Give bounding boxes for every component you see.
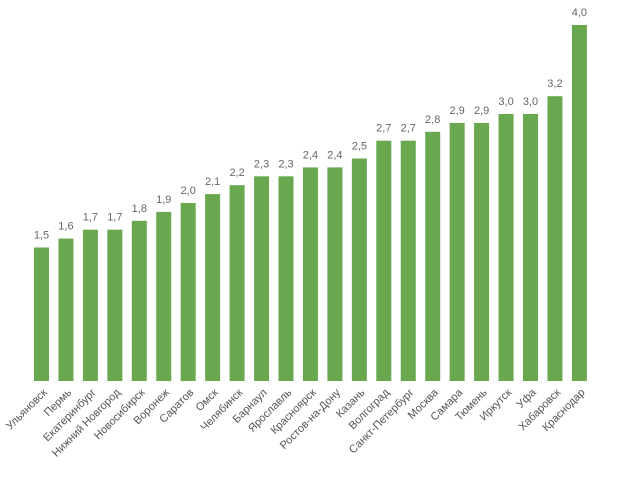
data-label: 3,0 [498, 96, 513, 108]
bar [425, 131, 441, 381]
bar [571, 25, 587, 381]
bar [376, 140, 392, 381]
bar [449, 122, 465, 382]
data-label: 2,3 [254, 158, 269, 170]
bar [547, 96, 563, 381]
bar [523, 114, 538, 381]
data-label: 2,4 [327, 149, 342, 161]
data-label: 2,8 [425, 114, 440, 126]
bar [278, 176, 294, 381]
data-label: 1,8 [132, 203, 147, 215]
data-label: 2,2 [229, 167, 244, 179]
data-label: 2,0 [181, 185, 196, 197]
data-label: 1,5 [34, 230, 49, 242]
bar [156, 211, 172, 381]
bar [131, 220, 147, 381]
data-label: 1,7 [83, 212, 98, 224]
data-label: 2,5 [352, 141, 367, 153]
data-label: 2,9 [474, 105, 489, 117]
data-label: 4,0 [572, 7, 587, 19]
bar [229, 185, 245, 381]
data-label: 1,6 [58, 221, 73, 233]
data-label: 2,4 [303, 149, 318, 161]
data-label: 3,0 [523, 96, 538, 108]
bar [107, 229, 123, 381]
bar [498, 114, 514, 381]
bar [82, 229, 98, 381]
data-label: 2,9 [450, 105, 465, 117]
data-label: 1,9 [156, 194, 171, 206]
bar [474, 122, 490, 382]
bar [58, 238, 74, 381]
bar [302, 167, 318, 381]
bar [254, 176, 270, 381]
data-label: 2,7 [376, 123, 391, 135]
bars-layer [34, 25, 587, 382]
bar [34, 247, 49, 381]
data-label: 2,3 [278, 158, 293, 170]
bar [400, 140, 416, 381]
data-label: 2,1 [205, 176, 220, 188]
bar [180, 203, 196, 381]
bar [327, 167, 343, 381]
data-label: 1,7 [107, 212, 122, 224]
data-label: 2,7 [401, 123, 416, 135]
bar [351, 158, 367, 381]
data-label: 3,2 [547, 78, 562, 90]
bar [205, 194, 221, 381]
value-labels-layer: 1,5 1,6 1,7 1,7 1,8 1,9 2,0 2,1 2,2 2,3 2,3 2,4 2,4 2… [34, 7, 587, 242]
